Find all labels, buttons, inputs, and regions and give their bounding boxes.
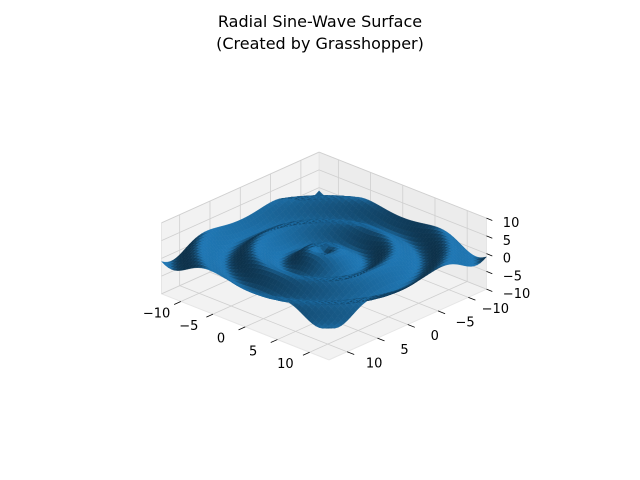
x-tick-label: −10	[482, 302, 509, 317]
x-tick-label: 5	[400, 343, 408, 358]
z-gridline-right-wall	[318, 151, 487, 219]
y-tick-label: 5	[249, 344, 257, 359]
x-tick	[346, 351, 355, 355]
x-tick	[377, 337, 385, 342]
x-tick	[437, 310, 446, 315]
y-tick	[270, 339, 278, 343]
y-tick	[206, 313, 214, 318]
y-tick	[238, 326, 246, 331]
chart-title-line-2: (Created by Grasshopper)	[216, 34, 424, 53]
x-tick-label: −5	[455, 316, 474, 331]
surface-mesh	[161, 190, 487, 329]
z-tick	[486, 288, 493, 292]
z-tick-label: 0	[503, 252, 511, 267]
x-tick	[407, 324, 415, 328]
z-tick	[486, 253, 493, 257]
z-tick	[486, 271, 493, 275]
y-tick-label: −10	[143, 306, 170, 321]
x-tick-label: 0	[431, 329, 439, 344]
z-gridline-left-wall	[161, 169, 320, 241]
y-tick-label: −5	[179, 319, 198, 334]
z-tick-label: −5	[503, 269, 522, 284]
z-tick-label: −10	[503, 287, 530, 302]
axis-ticks: −10 −5 0 5 10 −10 −5 0 5 10 −10 −5 0 5 10	[143, 216, 530, 372]
y-tick	[173, 301, 181, 305]
z-tick	[486, 217, 493, 221]
z-tick-label: 10	[503, 216, 520, 231]
z-gridline-right-wall	[318, 169, 487, 237]
z-tick-label: 5	[503, 234, 511, 249]
y-tick	[302, 351, 310, 356]
y-gridline-floor	[309, 281, 468, 353]
x-tick	[468, 296, 476, 301]
x-tick-label: 10	[366, 356, 383, 371]
z-tick	[486, 235, 493, 239]
chart-title-line-1: Radial Sine-Wave Surface	[217, 12, 423, 31]
surface-facet	[479, 256, 487, 261]
y-tick-label: 10	[277, 357, 294, 372]
y-tick-label: 0	[217, 332, 225, 347]
z-gridline-left-wall	[161, 151, 320, 224]
